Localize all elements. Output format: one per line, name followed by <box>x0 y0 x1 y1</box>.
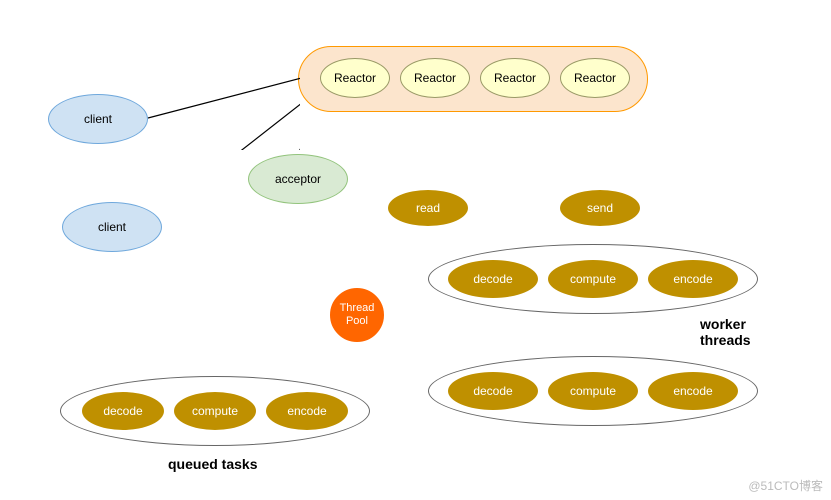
queued-tasks-label: queued tasks <box>168 456 257 472</box>
queued-node-2: encode <box>266 392 348 430</box>
watermark: @51CTO博客 <box>748 477 823 494</box>
reactor-node-0: Reactor <box>320 58 390 98</box>
client-node-1: client <box>48 94 148 144</box>
worker2-node-0: decode <box>448 372 538 410</box>
worker1-node-1: compute <box>548 260 638 298</box>
worker-threads-label: worker threads <box>700 316 751 348</box>
worker1-node-0: decode <box>448 260 538 298</box>
diagram-stage: ReactorReactorReactorReactorclientclient… <box>0 0 831 500</box>
worker2-node-1: compute <box>548 372 638 410</box>
client-node-2: client <box>62 202 162 252</box>
thread-pool-node: Thread Pool <box>330 288 384 342</box>
reactor-node-2: Reactor <box>480 58 550 98</box>
read-node: read <box>388 190 468 226</box>
queued-node-1: compute <box>174 392 256 430</box>
worker1-node-2: encode <box>648 260 738 298</box>
reactor-node-1: Reactor <box>400 58 470 98</box>
reactor-node-3: Reactor <box>560 58 630 98</box>
queued-node-0: decode <box>82 392 164 430</box>
send-node: send <box>560 190 640 226</box>
worker2-node-2: encode <box>648 372 738 410</box>
acceptor-node: acceptor <box>248 154 348 204</box>
